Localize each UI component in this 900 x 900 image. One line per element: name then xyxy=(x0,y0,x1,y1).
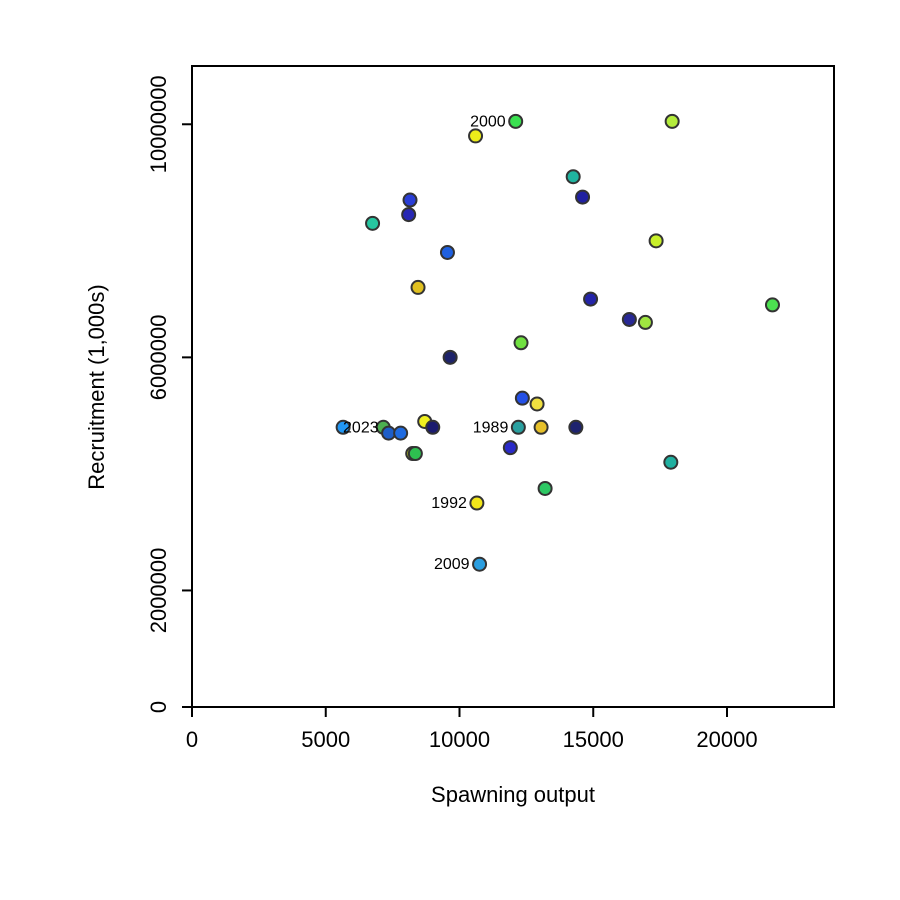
data-point xyxy=(664,113,680,129)
data-point xyxy=(468,128,484,144)
data-point xyxy=(410,279,426,295)
data-point xyxy=(565,169,581,185)
y-tick-label: 6000000 xyxy=(146,315,171,401)
data-point xyxy=(365,215,381,231)
x-tick-label: 15000 xyxy=(563,727,624,752)
y-tick-label: 0 xyxy=(146,701,171,713)
data-point xyxy=(439,244,455,260)
data-point xyxy=(575,189,591,205)
y-axis: 0 2000000 6000000 10000000 xyxy=(146,75,192,713)
data-point xyxy=(402,192,418,208)
data-point xyxy=(502,440,518,456)
data-point xyxy=(637,314,653,330)
data-point xyxy=(648,233,664,249)
y-axis-label: Recruitment (1,000s) xyxy=(84,284,109,489)
data-point xyxy=(335,419,351,435)
x-axis-label: Spawning output xyxy=(431,782,595,807)
data-point xyxy=(537,480,553,496)
data-point xyxy=(533,419,549,435)
y-tick-label: 2000000 xyxy=(146,548,171,634)
data-point xyxy=(393,425,409,441)
x-tick-label: 0 xyxy=(186,727,198,752)
data-point xyxy=(425,419,441,435)
data-point xyxy=(583,291,599,307)
data-point xyxy=(568,419,584,435)
point-annotation: 2023 xyxy=(343,419,379,436)
data-point xyxy=(510,419,526,435)
data-points xyxy=(335,113,780,572)
data-point xyxy=(663,454,679,470)
data-point xyxy=(764,297,780,313)
data-point xyxy=(529,396,545,412)
x-tick-label: 5000 xyxy=(301,727,350,752)
data-point xyxy=(469,495,485,511)
data-point xyxy=(508,113,524,129)
point-annotations: 2000 2023 1989 1992 2009 xyxy=(343,113,508,573)
plot-frame xyxy=(191,65,835,708)
point-annotation: 1989 xyxy=(473,419,509,436)
data-point xyxy=(401,207,417,223)
point-annotation: 2000 xyxy=(470,113,506,130)
point-annotation: 2009 xyxy=(434,556,470,573)
data-point xyxy=(472,556,488,572)
data-point xyxy=(514,390,530,406)
x-axis: 0 5000 10000 15000 20000 xyxy=(186,707,758,752)
y-tick-label: 10000000 xyxy=(146,75,171,173)
data-point xyxy=(621,311,637,327)
data-point xyxy=(442,349,458,365)
x-tick-label: 20000 xyxy=(696,727,757,752)
data-point xyxy=(513,335,529,351)
x-tick-label: 10000 xyxy=(429,727,490,752)
point-annotation: 1992 xyxy=(431,495,467,512)
data-point xyxy=(407,446,423,462)
